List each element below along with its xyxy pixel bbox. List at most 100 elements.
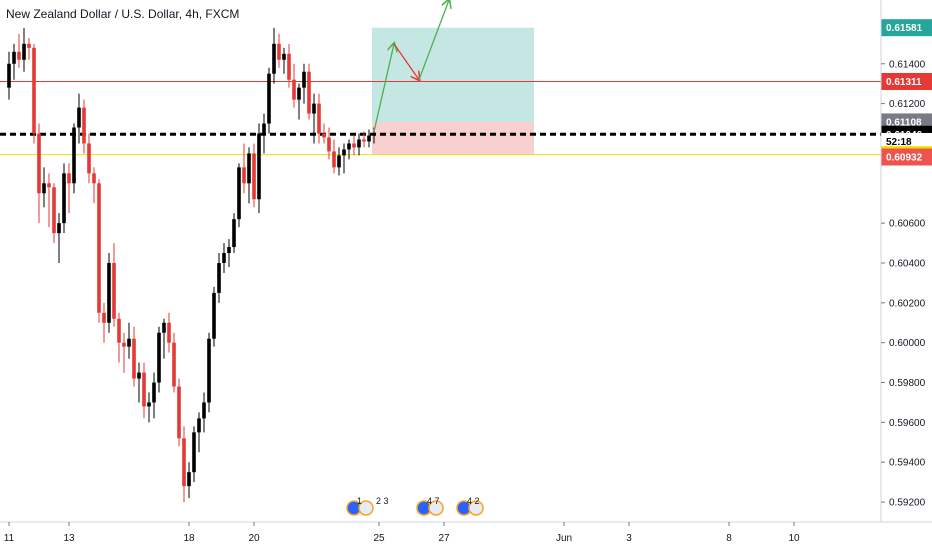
- candle-body[interactable]: [242, 167, 246, 184]
- candle-body[interactable]: [217, 262, 221, 293]
- candle-body[interactable]: [7, 63, 11, 88]
- candle-body[interactable]: [132, 338, 136, 379]
- green-arrow-up-2[interactable]: [418, 0, 449, 80]
- candle-body[interactable]: [262, 123, 266, 134]
- candle-body[interactable]: [117, 318, 121, 343]
- candle-body[interactable]: [292, 79, 296, 100]
- stop-zone[interactable]: [372, 121, 534, 155]
- candle-body[interactable]: [67, 173, 71, 184]
- candle-body[interactable]: [167, 322, 171, 343]
- candle-body[interactable]: [87, 143, 91, 174]
- candle-body[interactable]: [317, 103, 321, 134]
- candle-body[interactable]: [362, 139, 366, 142]
- candle-body[interactable]: [342, 149, 346, 156]
- candle-body[interactable]: [252, 153, 256, 200]
- candle-body[interactable]: [57, 223, 61, 234]
- candle-body[interactable]: [162, 322, 166, 333]
- candle-body[interactable]: [302, 71, 306, 88]
- event-label: 4 7: [427, 496, 440, 506]
- price-tick-label: 0.59600: [889, 418, 926, 429]
- candle-body[interactable]: [227, 247, 231, 254]
- time-tick-label: Jun: [556, 533, 572, 544]
- candle-body[interactable]: [327, 137, 331, 152]
- stop-price-tag[interactable]: [881, 148, 932, 166]
- price-tick-label: 0.60000: [889, 338, 926, 349]
- candle-body[interactable]: [287, 53, 291, 80]
- candle-body[interactable]: [247, 153, 251, 184]
- event-flag-icon[interactable]: [428, 500, 444, 516]
- candle-body[interactable]: [332, 151, 336, 168]
- chart-title: New Zealand Dollar / U.S. Dollar, 4h, FX…: [6, 7, 240, 21]
- candle-body[interactable]: [137, 372, 141, 379]
- candle-body[interactable]: [357, 139, 361, 148]
- candle-body[interactable]: [307, 71, 311, 114]
- red-line-price-tag[interactable]: [881, 72, 932, 90]
- candle-body[interactable]: [192, 432, 196, 473]
- candle-body[interactable]: [157, 332, 161, 383]
- candle-body[interactable]: [177, 386, 181, 439]
- candle-body[interactable]: [232, 219, 236, 248]
- price-tick-label: 0.61400: [889, 59, 926, 70]
- red-arrow-down[interactable]: [393, 43, 419, 80]
- target-zone[interactable]: [372, 27, 534, 122]
- candle-body[interactable]: [47, 183, 51, 188]
- price-axis[interactable]: [881, 0, 932, 550]
- candle-body[interactable]: [347, 143, 351, 150]
- green-arrow-up-1[interactable]: [373, 44, 394, 132]
- candle-body[interactable]: [142, 372, 146, 407]
- candle-body[interactable]: [82, 107, 86, 144]
- candle-body[interactable]: [337, 155, 341, 168]
- candle-body[interactable]: [312, 103, 316, 114]
- target-price-tag[interactable]: [881, 19, 932, 37]
- candle-body[interactable]: [367, 135, 371, 142]
- candle-body[interactable]: [102, 312, 106, 323]
- candle-body[interactable]: [37, 133, 41, 194]
- event-label: 2 3: [376, 496, 389, 506]
- candle-body[interactable]: [42, 183, 46, 194]
- candle-body[interactable]: [62, 173, 66, 224]
- candle-body[interactable]: [107, 262, 111, 323]
- candle-body[interactable]: [277, 43, 281, 60]
- candle-body[interactable]: [207, 338, 211, 403]
- candle-body[interactable]: [127, 338, 131, 347]
- candle-body[interactable]: [92, 173, 96, 184]
- candle-body[interactable]: [322, 133, 326, 138]
- candle-body[interactable]: [122, 342, 126, 347]
- candle-body[interactable]: [17, 51, 21, 60]
- candle-body[interactable]: [12, 51, 16, 64]
- candle-body[interactable]: [272, 43, 276, 74]
- candle-body[interactable]: [22, 43, 26, 60]
- candle-body[interactable]: [27, 43, 31, 48]
- candle-body[interactable]: [52, 187, 56, 234]
- candle-body[interactable]: [222, 253, 226, 263]
- price-tick-label: 0.59200: [889, 498, 926, 509]
- event-flag-icon[interactable]: [468, 500, 484, 516]
- candle-body[interactable]: [77, 107, 81, 128]
- candle-body[interactable]: [212, 292, 216, 339]
- candle-body[interactable]: [172, 342, 176, 387]
- candle-body[interactable]: [197, 418, 201, 433]
- candle-body[interactable]: [152, 382, 156, 403]
- candle-body[interactable]: [267, 73, 271, 124]
- candle-body[interactable]: [112, 262, 116, 319]
- candle-body[interactable]: [297, 87, 301, 100]
- candle-body[interactable]: [372, 133, 376, 136]
- time-tick-label: 3: [626, 533, 632, 544]
- candle-body[interactable]: [352, 143, 356, 148]
- candle-body[interactable]: [187, 472, 191, 487]
- candle-body[interactable]: [147, 402, 151, 407]
- candle-body[interactable]: [72, 127, 76, 184]
- target-price-tag-label: 0.61581: [886, 23, 923, 34]
- candle-body[interactable]: [182, 438, 186, 487]
- candle-body[interactable]: [282, 53, 286, 60]
- event-flag-icon[interactable]: [358, 500, 374, 516]
- candle-body[interactable]: [32, 47, 36, 134]
- candle-body[interactable]: [202, 402, 206, 419]
- time-tick-label: 18: [183, 533, 195, 544]
- candle-body[interactable]: [97, 183, 101, 313]
- candle-body[interactable]: [257, 133, 261, 200]
- time-tick-label: 8: [726, 533, 732, 544]
- candle-body[interactable]: [237, 167, 241, 220]
- price-tick-label: 0.59400: [889, 458, 926, 469]
